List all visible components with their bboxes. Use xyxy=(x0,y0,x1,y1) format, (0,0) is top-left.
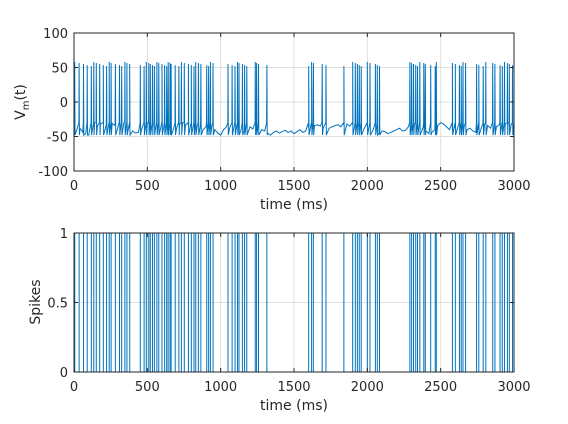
voltage-ticks xyxy=(73,32,515,172)
spike-x-tick-label: 1000 xyxy=(204,380,237,395)
voltage-x-tick-label: 1500 xyxy=(277,179,310,194)
spike-x-tick-label: 3000 xyxy=(497,380,530,395)
voltage-y-axis-label-subscript: m xyxy=(21,101,32,111)
voltage-panel: 0 500 1000 1500 2000 2500 3000 -100 -50 0 50 100 t… xyxy=(13,27,531,213)
spike-y-tick-labels: 00.51 xyxy=(47,227,68,381)
voltage-x-tick-label: 500 xyxy=(135,179,160,194)
voltage-x-tick-label: 3000 xyxy=(497,179,530,194)
spike-y-tick-label: 0 xyxy=(60,366,68,381)
spike-x-tick-label: 500 xyxy=(135,380,160,395)
voltage-y-tick-labels: -100 -50 0 50 100 xyxy=(38,27,68,180)
spike-y-tick-label: 1 xyxy=(60,227,68,242)
voltage-y-tick-label: 100 xyxy=(43,27,68,42)
voltage-x-tick-label: 2500 xyxy=(424,179,457,194)
voltage-x-tick-label: 1000 xyxy=(204,179,237,194)
voltage-x-tick-labels: 0 500 1000 1500 2000 2500 3000 xyxy=(70,179,531,194)
spike-y-axis-label: Spikes xyxy=(28,279,44,324)
spike-x-tick-label: 1500 xyxy=(277,380,310,395)
spike-x-tick-labels: 0 500 1000 1500 2000 2500 3000 xyxy=(70,380,531,395)
spike-ticks xyxy=(73,232,515,373)
voltage-trace xyxy=(73,61,515,137)
spike-grid xyxy=(74,233,514,372)
voltage-y-axis-label-tail: (t) xyxy=(13,84,29,100)
voltage-y-tick-label: -50 xyxy=(47,131,68,146)
voltage-y-axis-label: Vm(t) xyxy=(13,84,32,120)
spike-raster xyxy=(74,233,514,372)
voltage-y-tick-label: 0 xyxy=(60,96,68,111)
voltage-x-tick-label: 0 xyxy=(70,179,78,194)
spike-panel: 0 500 1000 1500 2000 2500 3000 00.51 time (ms)… xyxy=(28,227,531,414)
voltage-y-tick-label: -100 xyxy=(38,165,68,180)
voltage-x-tick-label: 2000 xyxy=(351,179,384,194)
spike-x-axis-label: time (ms) xyxy=(260,398,328,414)
voltage-y-tick-label: 50 xyxy=(51,62,68,77)
voltage-grid xyxy=(74,33,514,171)
voltage-y-axis-label-main: V xyxy=(13,110,29,120)
spike-x-tick-label: 2000 xyxy=(351,380,384,395)
spike-x-tick-label: 0 xyxy=(70,380,78,395)
spike-y-tick-label: 0.5 xyxy=(47,297,68,312)
spike-x-tick-label: 2500 xyxy=(424,380,457,395)
voltage-x-axis-label: time (ms) xyxy=(260,197,328,213)
